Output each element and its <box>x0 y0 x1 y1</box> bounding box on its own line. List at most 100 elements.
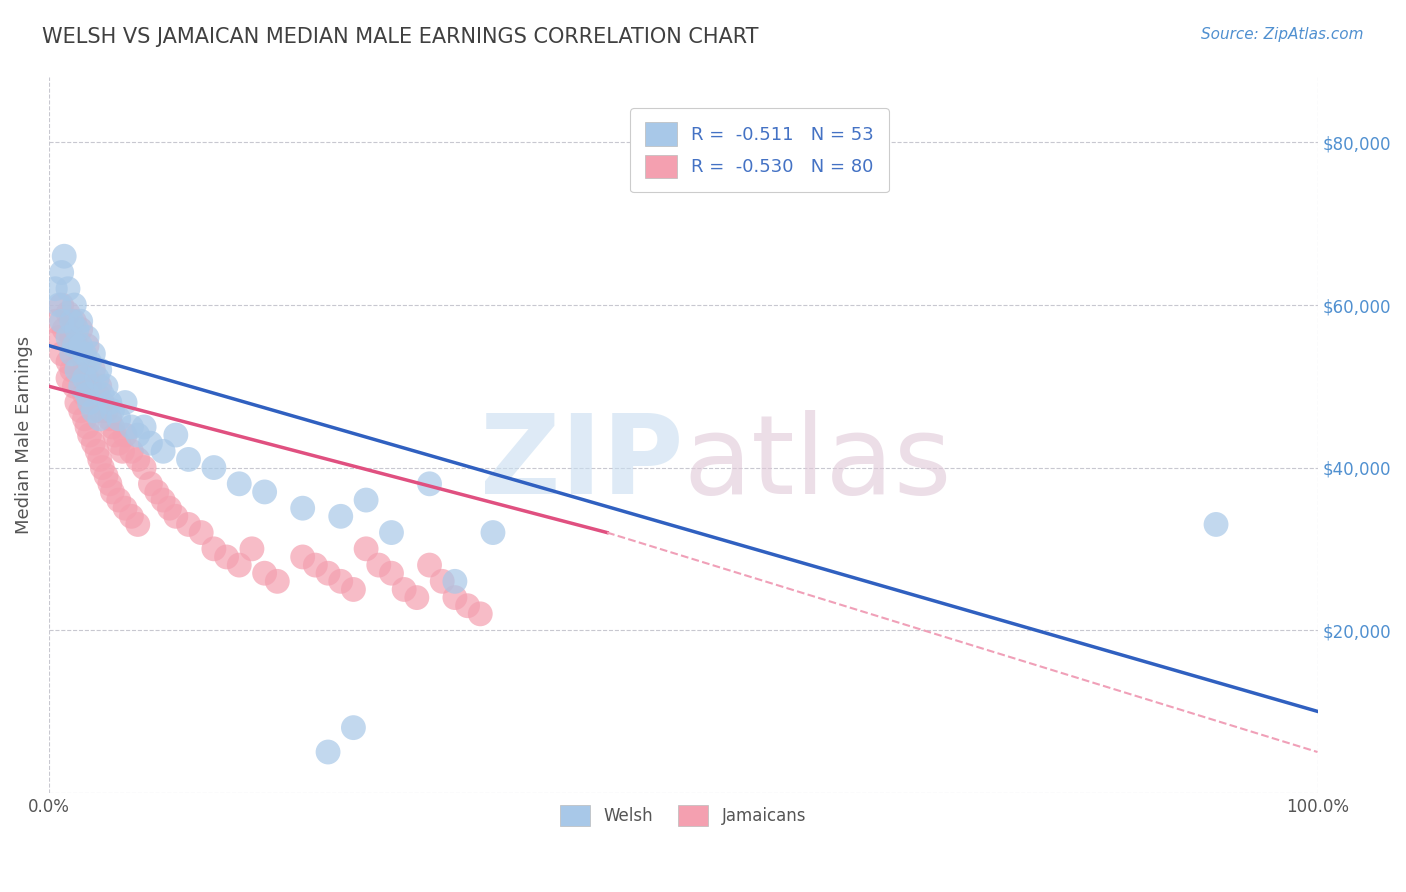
Point <box>76 387 98 401</box>
Point <box>354 493 377 508</box>
Point <box>66 395 89 409</box>
Point <box>152 493 174 508</box>
Point <box>82 403 104 417</box>
Point <box>101 485 124 500</box>
Point <box>202 460 225 475</box>
Point <box>165 428 187 442</box>
Point <box>91 395 114 409</box>
Point <box>419 476 441 491</box>
Point <box>86 371 108 385</box>
Point <box>69 314 91 328</box>
Point <box>228 476 250 491</box>
Point <box>89 403 111 417</box>
Point <box>60 363 83 377</box>
Text: atlas: atlas <box>683 410 952 517</box>
Point <box>89 411 111 425</box>
Point <box>48 298 70 312</box>
Point <box>470 607 492 621</box>
Point <box>56 282 79 296</box>
Point <box>69 379 91 393</box>
Point <box>342 721 364 735</box>
Point <box>76 338 98 352</box>
Point <box>101 420 124 434</box>
Point <box>94 468 117 483</box>
Point <box>177 517 200 532</box>
Point <box>82 436 104 450</box>
Point <box>1205 517 1227 532</box>
Point <box>202 541 225 556</box>
Point <box>51 265 73 279</box>
Point <box>444 574 467 589</box>
Point <box>240 541 263 556</box>
Point <box>86 387 108 401</box>
Point <box>53 249 76 263</box>
Point <box>76 330 98 344</box>
Point <box>127 428 149 442</box>
Text: ZIP: ZIP <box>479 410 683 517</box>
Point <box>111 444 134 458</box>
Point <box>51 314 73 328</box>
Point <box>48 330 70 344</box>
Point <box>91 460 114 475</box>
Point <box>104 428 127 442</box>
Point <box>329 574 352 589</box>
Point <box>120 509 142 524</box>
Point <box>177 452 200 467</box>
Point <box>132 420 155 434</box>
Text: WELSH VS JAMAICAN MEDIAN MALE EARNINGS CORRELATION CHART: WELSH VS JAMAICAN MEDIAN MALE EARNINGS C… <box>42 27 759 46</box>
Point <box>69 322 91 336</box>
Point <box>342 582 364 597</box>
Y-axis label: Median Male Earnings: Median Male Earnings <box>15 336 32 534</box>
Point <box>79 428 101 442</box>
Point <box>127 452 149 467</box>
Point <box>190 525 212 540</box>
Point <box>56 371 79 385</box>
Point <box>89 379 111 393</box>
Legend: Welsh, Jamaicans: Welsh, Jamaicans <box>553 797 814 834</box>
Point <box>107 493 129 508</box>
Point <box>63 298 86 312</box>
Point <box>139 476 162 491</box>
Point <box>159 501 181 516</box>
Point <box>94 403 117 417</box>
Point <box>114 428 136 442</box>
Point <box>392 582 415 597</box>
Point <box>98 411 121 425</box>
Point <box>79 379 101 393</box>
Point <box>253 485 276 500</box>
Text: Source: ZipAtlas.com: Source: ZipAtlas.com <box>1201 27 1364 42</box>
Point <box>76 420 98 434</box>
Point <box>60 347 83 361</box>
Point <box>53 322 76 336</box>
Point <box>98 476 121 491</box>
Point <box>107 411 129 425</box>
Point <box>380 525 402 540</box>
Point <box>63 338 86 352</box>
Point <box>291 501 314 516</box>
Point <box>266 574 288 589</box>
Point <box>114 501 136 516</box>
Point <box>107 436 129 450</box>
Point <box>304 558 326 573</box>
Point <box>127 517 149 532</box>
Point <box>56 355 79 369</box>
Point <box>329 509 352 524</box>
Point <box>291 549 314 564</box>
Point <box>367 558 389 573</box>
Point <box>73 347 96 361</box>
Point <box>152 444 174 458</box>
Point <box>44 314 66 328</box>
Point <box>316 566 339 581</box>
Point <box>228 558 250 573</box>
Point <box>432 574 454 589</box>
Point <box>82 347 104 361</box>
Point <box>60 330 83 344</box>
Point <box>66 338 89 352</box>
Point <box>94 379 117 393</box>
Point <box>444 591 467 605</box>
Point <box>354 541 377 556</box>
Point <box>73 371 96 385</box>
Point <box>73 387 96 401</box>
Point <box>66 363 89 377</box>
Point <box>63 379 86 393</box>
